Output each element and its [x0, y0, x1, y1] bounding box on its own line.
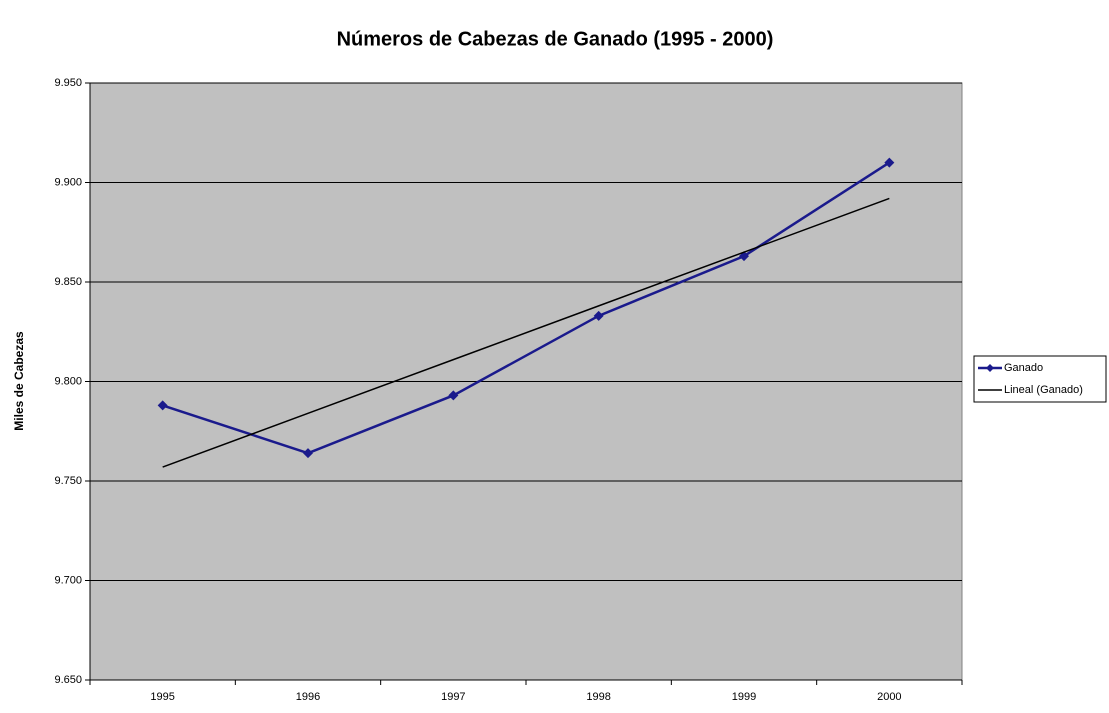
data-point	[448, 390, 459, 401]
y-tick-label: 9.650	[54, 674, 82, 686]
x-tick-label: 1997	[441, 691, 465, 703]
series-line	[162, 197, 890, 468]
legend	[973, 355, 1107, 403]
x-tick-label: 1999	[732, 691, 756, 703]
chart-title: Números de Cabezas de Ganado (1995 - 200…	[337, 28, 774, 50]
data-point	[157, 400, 168, 411]
legend-marker	[986, 364, 994, 372]
data-point	[303, 448, 313, 459]
y-tick-label: 9.950	[54, 77, 82, 89]
x-tick-label: 1995	[150, 691, 174, 703]
legend-label: Lineal (Ganado)	[1004, 384, 1083, 396]
x-tick-label: 1996	[296, 691, 320, 703]
y-tick-label: 9.800	[54, 375, 82, 387]
data-point	[884, 157, 895, 168]
legend-label: Ganado	[1004, 362, 1043, 374]
y-tick-label: 9.750	[54, 475, 82, 487]
y-tick-label: 9.900	[54, 176, 82, 188]
y-axis-label: Miles de Cabezas	[12, 331, 26, 431]
series-line	[162, 161, 891, 455]
y-tick-label: 9.850	[54, 276, 82, 288]
y-tick-label: 9.700	[54, 574, 82, 586]
data-point	[593, 310, 604, 321]
x-tick-label: 1998	[586, 691, 610, 703]
x-tick-label: 2000	[877, 691, 901, 703]
